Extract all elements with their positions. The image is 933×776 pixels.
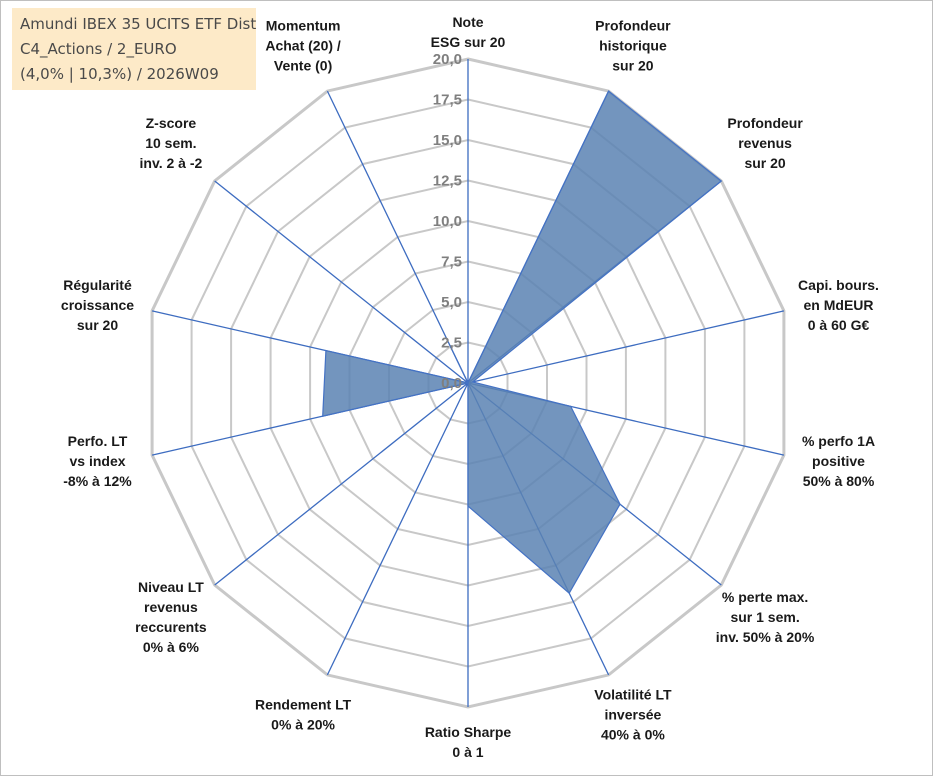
tick-label-2: 5,0 xyxy=(441,294,462,311)
axis-spoke-3 xyxy=(467,310,785,384)
axis-label-8: Rendement LT 0% à 20% xyxy=(255,696,352,732)
tick-label-6: 15,0 xyxy=(433,132,462,149)
axis-label-2: Profondeur revenus sur 20 xyxy=(727,115,803,171)
axis-label-13: Momentum Achat (20) / Vente (0) xyxy=(265,18,341,74)
axis-spoke-8 xyxy=(326,382,469,676)
fund-period: (4,0% | 10,3%) / 2026W09 xyxy=(20,65,219,83)
axis-label-10: Perfo. LT vs index -8% à 12% xyxy=(63,433,132,489)
tick-label-7: 17,5 xyxy=(433,92,462,109)
axis-label-5: % perte max. sur 1 sem. inv. 50% à 20% xyxy=(716,589,815,645)
axis-label-4: % perfo 1A positive 50% à 80% xyxy=(802,433,875,489)
axis-spoke-9 xyxy=(214,382,469,586)
axis-label-9: Niveau LT revenus reccurents 0% à 6% xyxy=(135,579,207,655)
axis-label-6: Volatilité LT inversée 40% à 0% xyxy=(594,686,672,742)
radial-tick-labels: 0,0 2,5 5,0 7,5 10,0 12,5 15,0 17,5 20,0 xyxy=(433,51,462,392)
series-area xyxy=(322,90,723,595)
axis-spoke-13 xyxy=(326,90,469,384)
tick-label-0: 0,0 xyxy=(441,375,462,392)
tick-label-3: 7,5 xyxy=(441,254,462,271)
axis-label-1: Profondeur historique sur 20 xyxy=(595,18,671,74)
tick-label-4: 10,0 xyxy=(433,213,462,230)
series-polygon-0 xyxy=(322,90,723,595)
axis-label-3: Capi. bours. en MdEUR 0 à 60 G€ xyxy=(798,277,879,333)
axis-label-12: Z-score 10 sem. inv. 2 à -2 xyxy=(140,115,203,171)
axis-label-7: Ratio Sharpe 0 à 1 xyxy=(425,724,512,760)
axis-label-0: Note ESG sur 20 xyxy=(431,14,506,50)
fund-name: Amundi IBEX 35 UCITS ETF Dist xyxy=(20,15,257,33)
axis-label-11: Régularité croissance sur 20 xyxy=(61,277,134,333)
fund-info-box: Amundi IBEX 35 UCITS ETF Dist C4_Actions… xyxy=(12,8,256,90)
fund-category: C4_Actions / 2_EURO xyxy=(20,40,177,58)
tick-label-1: 2,5 xyxy=(441,335,462,352)
axis-spoke-12 xyxy=(214,180,469,384)
axis-labels: Note ESG sur 20 Profondeur historique sur 20… xyxy=(61,14,879,760)
tick-label-8: 20,0 xyxy=(433,51,462,68)
tick-label-5: 12,5 xyxy=(433,173,462,190)
